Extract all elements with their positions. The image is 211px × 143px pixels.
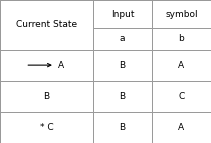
Bar (0, 81, 93, 112)
Text: B: B (119, 123, 126, 132)
Bar (93, 112, 152, 143)
Text: b: b (179, 34, 184, 43)
Text: symbol: symbol (165, 10, 198, 19)
Bar (0, 112, 93, 143)
Bar (93, 28, 152, 50)
Text: a: a (120, 34, 125, 43)
Text: Input: Input (111, 10, 134, 19)
Text: B: B (119, 61, 126, 70)
Text: Current State: Current State (16, 20, 77, 29)
Bar (152, 50, 211, 81)
Bar (0, 50, 93, 81)
Text: B: B (43, 92, 50, 101)
Bar (0, 0, 93, 50)
Bar (152, 81, 211, 112)
Bar (152, 28, 211, 50)
Text: * C: * C (40, 123, 53, 132)
Text: B: B (119, 92, 126, 101)
Text: C: C (178, 92, 185, 101)
Bar (93, 50, 152, 81)
Bar (93, 81, 152, 112)
Text: A: A (58, 61, 64, 70)
Bar (93, 0, 152, 28)
Bar (152, 0, 211, 28)
Text: A: A (178, 61, 185, 70)
Text: A: A (178, 123, 185, 132)
Bar (152, 112, 211, 143)
